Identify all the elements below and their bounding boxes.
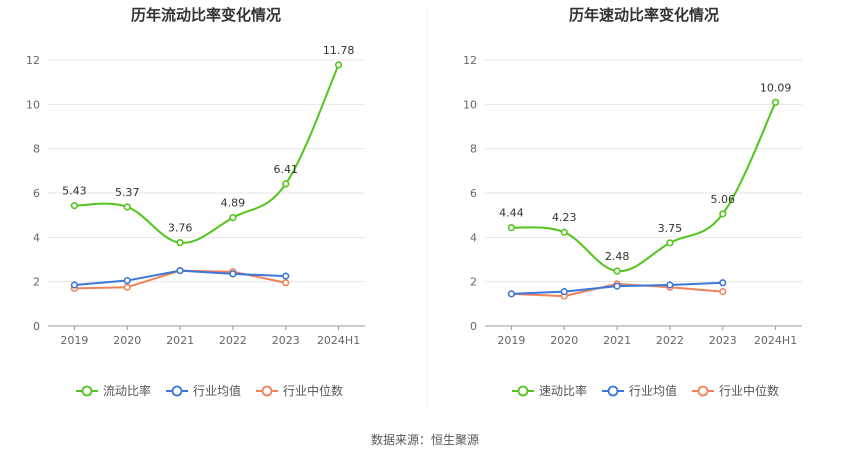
series-line-primary-ratio — [511, 101, 777, 273]
data-point-primary-ratio — [334, 61, 343, 69]
y-tick-label: 12 — [26, 54, 40, 67]
x-tick-label: 2022 — [656, 334, 684, 347]
y-tick-label: 8 — [33, 143, 40, 156]
y-tick-label: 0 — [470, 320, 477, 333]
y-tick-label: 8 — [470, 143, 477, 156]
data-point-industry-average — [229, 270, 237, 278]
legend-item-industry-average: 行业均值 — [602, 383, 677, 398]
data-point-industry-average — [507, 290, 516, 298]
x-tick-label: 2024H1 — [317, 334, 360, 347]
data-point-primary-ratio — [229, 214, 237, 222]
legend-marker-icon — [171, 385, 183, 397]
data-label: 10.09 — [760, 81, 792, 94]
data-source-note: 数据来源：恒生聚源 — [370, 433, 479, 447]
x-tick-label: 2021 — [603, 334, 631, 347]
y-tick-label: 10 — [463, 98, 477, 111]
data-point-primary-ratio — [70, 202, 79, 210]
data-label: 5.43 — [62, 185, 87, 198]
data-point-primary-ratio — [176, 239, 184, 247]
data-point-industry-average — [70, 281, 79, 289]
data-point-industry-median — [719, 288, 727, 296]
legend-marker-icon — [607, 385, 619, 397]
chart-title: 历年速动比率变化情况 — [569, 6, 719, 24]
chart-title: 历年流动比率变化情况 — [131, 6, 281, 24]
y-tick-label: 10 — [26, 98, 40, 111]
data-point-primary-ratio — [613, 267, 621, 275]
data-label: 4.44 — [499, 207, 524, 220]
legend-marker-icon — [261, 385, 273, 397]
x-tick-label: 2023 — [272, 334, 300, 347]
data-point-primary-ratio — [771, 98, 780, 106]
data-point-primary-ratio — [719, 210, 727, 218]
legend-label: 行业均值 — [193, 383, 241, 398]
y-tick-label: 6 — [470, 187, 477, 200]
data-point-primary-ratio — [282, 180, 290, 188]
legend-marker-icon — [697, 385, 709, 397]
data-point-primary-ratio — [123, 203, 131, 211]
x-tick-label: 2024H1 — [754, 334, 797, 347]
chart-panel-1: 历年流动比率变化情况 0 2 4 6 8 10 12 2019 2020 2021 2022 2023 2… — [26, 6, 365, 398]
y-tick-label: 4 — [33, 231, 40, 244]
data-point-industry-average — [719, 279, 727, 287]
data-point-industry-average — [560, 288, 568, 296]
legend-label: 行业均值 — [629, 383, 677, 398]
data-label: 4.89 — [221, 197, 246, 210]
data-label: 2.48 — [605, 250, 630, 263]
x-tick-label: 2020 — [550, 334, 578, 347]
legend-label: 流动比率 — [103, 383, 151, 398]
data-point-industry-median — [123, 283, 131, 291]
data-label: 6.41 — [274, 163, 299, 176]
legend-marker-icon — [517, 385, 529, 397]
legend-item-industry-median: 行业中位数 — [692, 383, 779, 398]
y-tick-label: 0 — [33, 320, 40, 333]
legend-label: 速动比率 — [539, 383, 587, 398]
x-tick-label: 2022 — [219, 334, 247, 347]
legend-item-industry-average: 行业均值 — [166, 383, 241, 398]
x-tick-label: 2021 — [166, 334, 194, 347]
legend-item-industry-median: 行业中位数 — [256, 383, 343, 398]
legend-item-primary-ratio: 流动比率 — [76, 383, 151, 398]
x-tick-label: 2023 — [709, 334, 737, 347]
chart-panel-2: 历年速动比率变化情况 0 2 4 6 8 10 12 2019 2020 2021 2022 2023 2… — [463, 6, 802, 398]
legend-label: 行业中位数 — [719, 383, 779, 398]
data-point-industry-average — [282, 272, 290, 280]
x-tick-label: 2019 — [60, 334, 88, 347]
data-point-primary-ratio — [666, 239, 674, 247]
legend-label: 行业中位数 — [283, 383, 343, 398]
data-point-industry-median — [282, 279, 290, 287]
data-point-industry-average — [613, 282, 621, 290]
y-tick-label: 12 — [463, 54, 477, 67]
data-label: 3.75 — [658, 222, 683, 235]
data-point-industry-average — [123, 276, 131, 285]
legend-marker-icon — [81, 385, 93, 397]
data-point-industry-average — [176, 266, 184, 275]
y-tick-label: 2 — [470, 276, 477, 289]
data-point-primary-ratio — [507, 223, 516, 232]
series-line-primary-ratio — [74, 64, 340, 244]
y-tick-label: 2 — [33, 276, 40, 289]
x-tick-label: 2019 — [497, 334, 525, 347]
x-tick-label: 2020 — [113, 334, 141, 347]
legend-item-primary-ratio: 速动比率 — [512, 383, 587, 398]
data-label: 11.78 — [323, 44, 355, 57]
data-label: 4.23 — [552, 211, 577, 224]
data-label: 3.76 — [168, 222, 193, 235]
data-label: 5.37 — [115, 186, 140, 199]
data-point-primary-ratio — [560, 228, 568, 236]
data-point-industry-average — [666, 281, 674, 289]
y-tick-label: 4 — [470, 231, 477, 244]
y-tick-label: 6 — [33, 187, 40, 200]
data-label: 5.06 — [711, 193, 736, 206]
